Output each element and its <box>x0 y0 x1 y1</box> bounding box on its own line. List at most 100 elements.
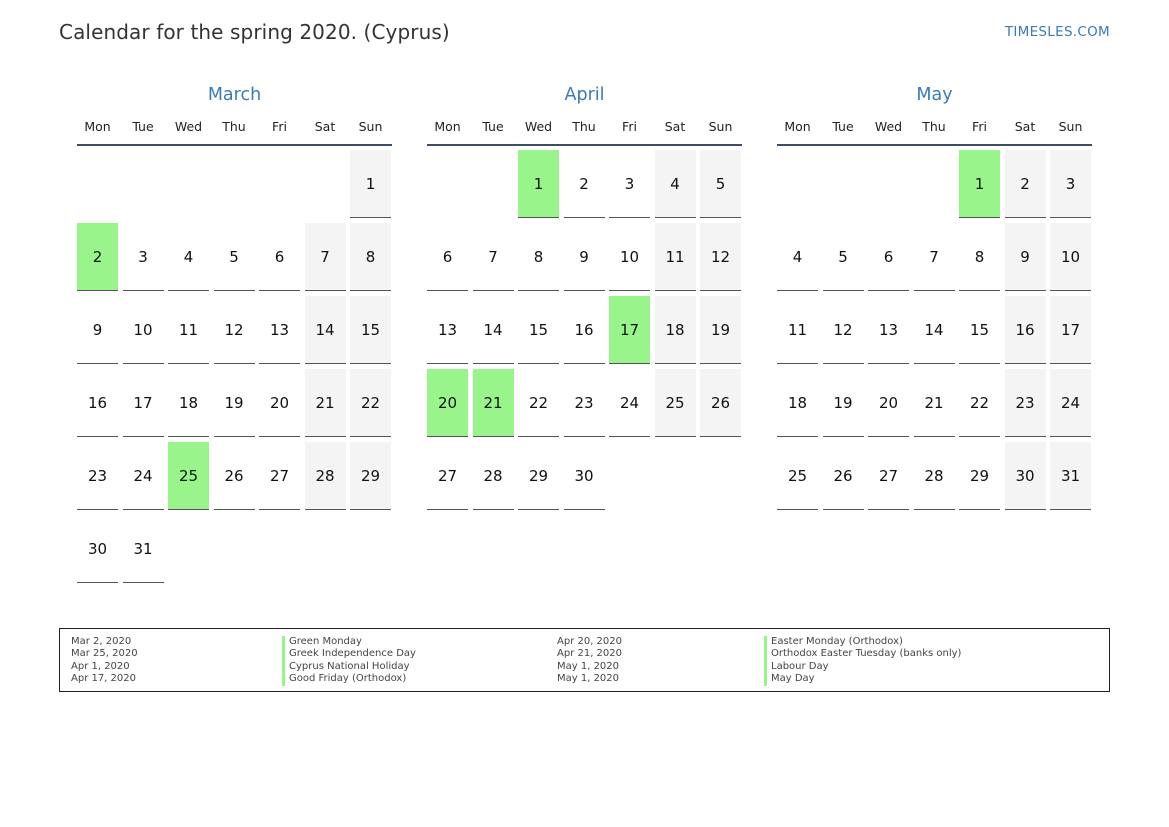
weekday-label: Thu <box>922 119 946 134</box>
legend-date: May 1, 2020 <box>557 660 620 672</box>
day-blank <box>868 150 909 218</box>
day-blank <box>914 150 955 218</box>
day-cell: 23 <box>77 442 118 510</box>
legend-date: Apr 21, 2020 <box>557 648 623 660</box>
day-cell: 7 <box>472 223 514 291</box>
day-cell-holiday: 1 <box>959 150 1000 218</box>
day-cell-weekend: 29 <box>350 442 391 510</box>
day-cell: 27 <box>427 442 468 510</box>
day-cell: 11 <box>777 296 818 364</box>
holiday-legend: Mar 2, 2020 Mar 25, 2020 Apr 1, 2020 Apr… <box>59 628 1110 692</box>
day-cell: 16 <box>77 369 118 437</box>
day-cell: 27 <box>868 442 909 510</box>
day-cell: 12 <box>822 296 864 364</box>
day-cell-weekend: 25 <box>654 369 696 437</box>
day-cell-holiday: 1 <box>518 150 559 218</box>
day-cell: 10 <box>609 223 650 291</box>
weekday-label: Wed <box>174 119 203 134</box>
day-cell: 15 <box>959 296 1000 364</box>
day-cell-weekend: 8 <box>350 223 391 291</box>
day-cell: 29 <box>518 442 559 510</box>
day-blank <box>427 150 468 218</box>
day-cell-weekend: 16 <box>1004 296 1046 364</box>
weekday-label: Mon <box>784 119 811 134</box>
weekday-label: Fri <box>972 119 987 134</box>
legend-holiday-name: Greek Independence Day <box>282 648 416 661</box>
day-cell-weekend: 17 <box>1050 296 1091 364</box>
day-cell-weekend: 9 <box>1004 223 1046 291</box>
weekday-label: Tue <box>482 119 504 134</box>
weekday-label: Fri <box>272 119 287 134</box>
day-cell-weekend: 24 <box>1050 369 1091 437</box>
weekday-label: Tue <box>832 119 854 134</box>
day-cell: 8 <box>518 223 559 291</box>
day-cell-weekend: 19 <box>700 296 741 364</box>
legend-date: Mar 25, 2020 <box>71 648 138 660</box>
day-cell: 15 <box>518 296 559 364</box>
day-cell: 24 <box>609 369 650 437</box>
day-cell: 4 <box>168 223 209 291</box>
day-grid: 1 2 3 4 5 6 7 8 9 10 11 12 13 14 15 16 17 18 19 20 21 22 23 24 2… <box>777 150 1092 510</box>
day-cell-weekend: 15 <box>350 296 391 364</box>
legend-holiday-name: Easter Monday (Orthodox) <box>764 636 961 649</box>
day-cell: 25 <box>777 442 818 510</box>
day-cell: 3 <box>122 223 164 291</box>
weekday-label: Mon <box>84 119 111 134</box>
day-cell-holiday: 2 <box>77 223 118 291</box>
day-cell: 17 <box>122 369 164 437</box>
day-cell-weekend: 2 <box>1004 150 1046 218</box>
legend-date: Mar 2, 2020 <box>71 636 132 647</box>
day-cell-weekend: 11 <box>654 223 696 291</box>
day-cell: 28 <box>913 442 955 510</box>
legend-date: Apr 1, 2020 <box>71 660 130 672</box>
legend-names-col-2: Easter Monday (Orthodox) Orthodox Easter… <box>764 636 961 686</box>
weekday-label: Sun <box>1058 119 1083 134</box>
day-cell-holiday: 17 <box>609 296 650 364</box>
day-cell: 12 <box>213 296 255 364</box>
legend-holiday-name: May Day <box>764 673 961 686</box>
day-blank <box>259 150 300 218</box>
day-cell: 30 <box>77 515 118 583</box>
day-cell-holiday: 25 <box>168 442 209 510</box>
day-cell: 27 <box>259 442 300 510</box>
weekday-label: Wed <box>874 119 903 134</box>
weekday-label: Sun <box>708 119 733 134</box>
weekday-label: Fri <box>622 119 637 134</box>
day-cell: 8 <box>959 223 1000 291</box>
day-cell: 18 <box>168 369 209 437</box>
weekday-label: Thu <box>222 119 246 134</box>
legend-date: Apr 17, 2020 <box>71 673 137 685</box>
weekday-label: Sat <box>664 119 686 134</box>
day-cell-weekend: 18 <box>654 296 696 364</box>
day-cell: 22 <box>518 369 559 437</box>
weekday-label: Thu <box>572 119 596 134</box>
day-cell-holiday: 21 <box>472 369 514 437</box>
legend-holiday-name: Cyprus National Holiday <box>282 660 416 674</box>
day-cell: 26 <box>213 442 255 510</box>
day-cell-weekend: 28 <box>304 442 346 510</box>
day-cell-weekend: 12 <box>700 223 741 291</box>
day-blank <box>123 150 164 218</box>
day-cell-weekend: 26 <box>700 369 741 437</box>
day-cell: 30 <box>563 442 605 510</box>
weekday-header: Mon Tue Wed Thu Fri Sat Sun <box>777 112 1092 146</box>
day-cell: 6 <box>259 223 300 291</box>
legend-names-col-1: Green Monday Greek Independence Day Cypr… <box>282 636 416 686</box>
day-cell: 22 <box>959 369 1000 437</box>
day-cell-weekend: 21 <box>304 369 346 437</box>
day-cell: 26 <box>822 442 864 510</box>
site-link[interactable]: TIMESLES.COM <box>1004 24 1110 40</box>
day-cell: 16 <box>563 296 605 364</box>
day-cell-weekend: 7 <box>304 223 346 291</box>
day-cell-weekend: 1 <box>350 150 391 218</box>
day-cell: 13 <box>259 296 300 364</box>
day-blank <box>777 150 818 218</box>
day-cell: 9 <box>563 223 605 291</box>
day-cell: 5 <box>822 223 864 291</box>
month-name: March <box>207 85 262 105</box>
weekday-label: Tue <box>132 119 154 134</box>
page-title: Calendar for the spring 2020. (Cyprus) <box>59 20 450 44</box>
legend-dates-col-1: Mar 2, 2020 Mar 25, 2020 Apr 1, 2020 Apr… <box>71 636 138 686</box>
